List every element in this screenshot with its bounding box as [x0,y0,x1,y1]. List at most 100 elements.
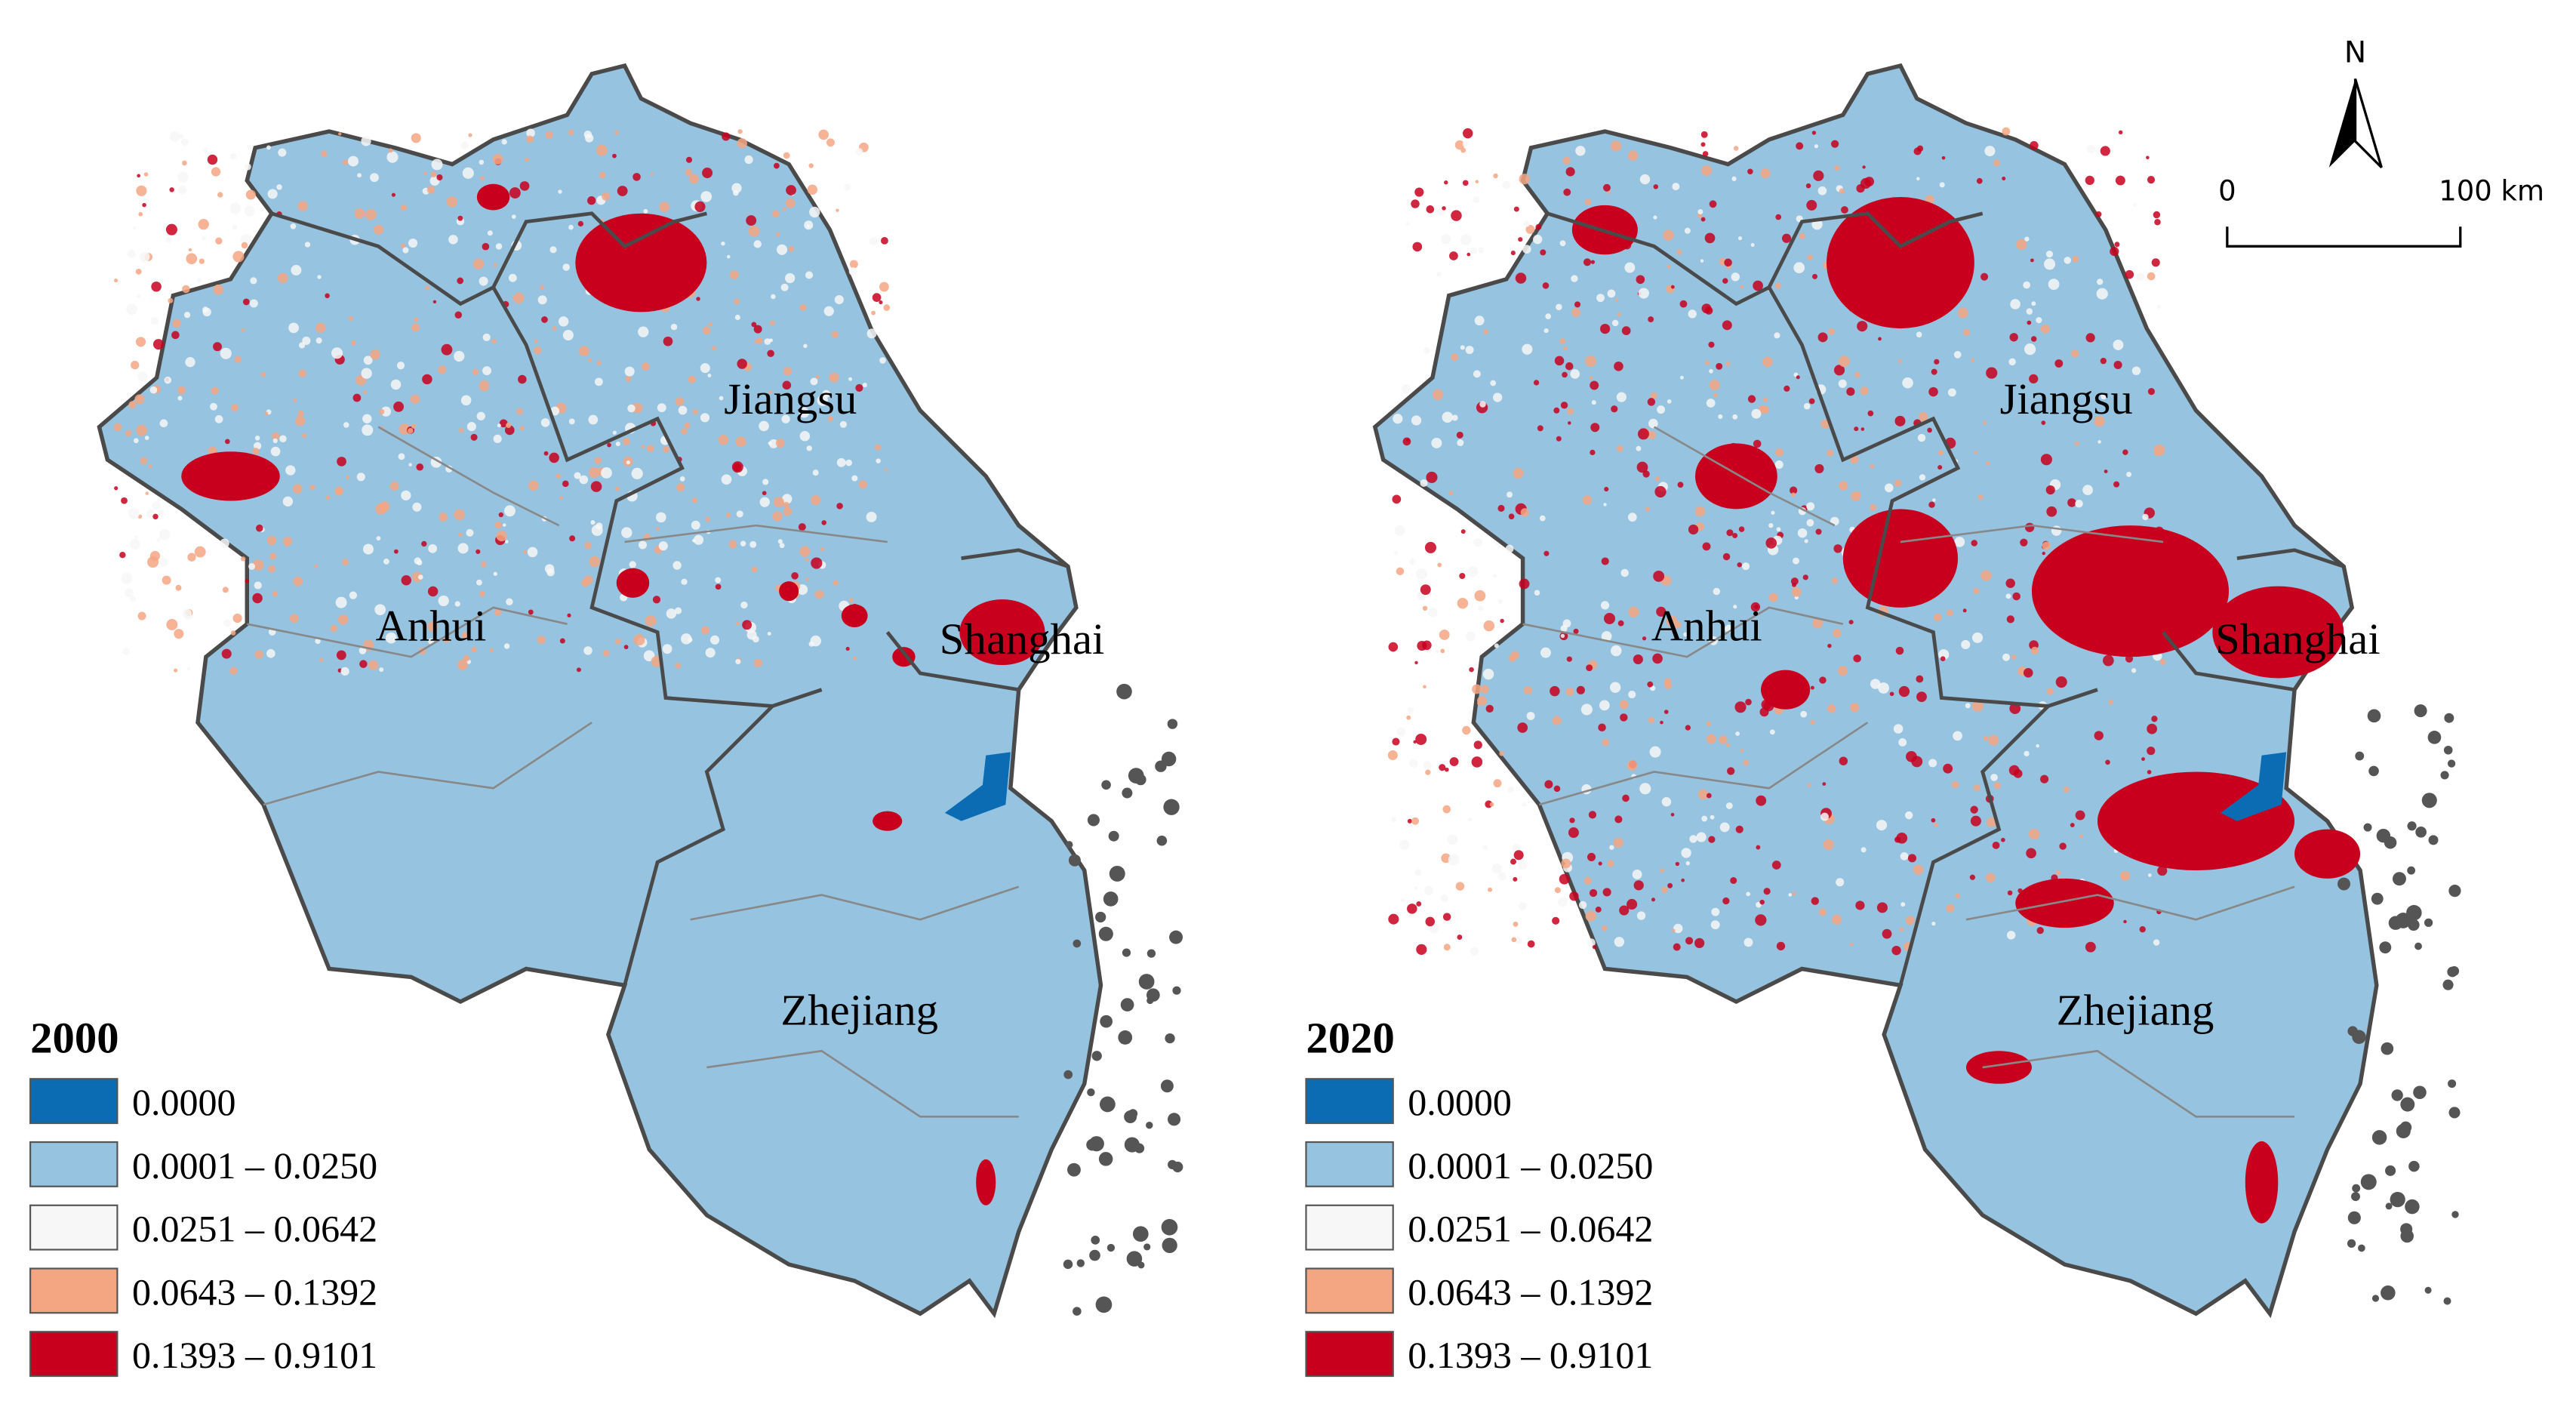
pixel-cluster [2023,281,2031,289]
pixel-cluster [1622,794,1630,802]
pixel-cluster [1617,312,1621,316]
pixel-cluster [702,326,711,335]
coast-island [2347,1239,2356,1249]
pixel-cluster [721,241,725,246]
pixel-cluster [1660,868,1664,873]
pixel-cluster [1790,486,1798,494]
pixel-cluster [487,230,493,236]
pixel-cluster [1983,735,1989,741]
coast-island [2396,1123,2411,1138]
pixel-cluster [1931,817,1936,823]
pixel-cluster [1470,247,1478,254]
coast-island [2406,904,2422,921]
pixel-cluster [505,540,509,543]
pixel-cluster [1878,337,1882,341]
pixel-cluster [753,658,762,667]
pixel-cluster [2067,498,2076,507]
pixel-cluster [1401,898,1405,903]
pixel-cluster [1436,271,1442,277]
pixel-cluster [1627,760,1638,771]
pixel-cluster [562,480,569,488]
pixel-cluster [121,572,133,584]
coast-island [1089,1249,1100,1261]
coast-island [1118,1030,1133,1045]
pixel-cluster [2054,359,2064,368]
pixel-cluster [1934,823,1939,827]
pixel-cluster [855,148,863,155]
pixel-cluster [783,501,789,508]
water-body [944,752,1011,821]
pixel-cluster [1670,812,1675,817]
urban-area [575,213,707,313]
pixel-cluster [1475,180,1479,183]
pixel-cluster [1435,649,1439,654]
pixel-cluster [1971,700,1984,712]
pixel-cluster [2104,470,2108,473]
pixel-cluster [460,141,469,149]
pixel-cluster [2113,340,2124,350]
pixel-cluster [539,285,545,290]
coast-island [2400,1097,2415,1112]
pixel-cluster [1916,331,1922,338]
pixel-cluster [1563,346,1568,351]
coast-island [2407,866,2416,875]
pixel-cluster [134,535,138,539]
pixel-cluster [1423,347,1430,354]
pixel-cluster [127,249,136,258]
pixel-cluster [1666,615,1678,627]
pixel-cluster [694,201,706,212]
pixel-cluster [552,325,557,331]
pixel-cluster [1784,385,1790,392]
pixel-cluster [295,416,306,426]
pixel-cluster [1679,300,1688,308]
pixel-cluster [1878,682,1890,694]
pixel-cluster [1628,606,1639,617]
pixel-cluster [1788,893,1793,897]
pixel-cluster [558,316,569,327]
pixel-cluster [1439,764,1446,771]
pixel-cluster [1891,945,1901,956]
pixel-cluster [249,299,258,308]
pixel-cluster [663,446,669,454]
pixel-cluster [278,148,287,157]
pixel-cluster [267,189,278,199]
pixel-cluster [1637,428,1649,440]
pixel-cluster [1709,368,1713,374]
pixel-cluster [386,151,399,163]
pixel-cluster [378,408,385,415]
pixel-cluster [1518,901,1527,910]
pixel-cluster [1990,774,1998,781]
pixel-cluster [1460,345,1465,350]
pixel-cluster [523,550,528,554]
pixel-cluster [646,445,654,452]
pixel-cluster [1685,725,1691,731]
pixel-cluster [119,552,126,559]
pixel-cluster [1467,566,1479,577]
pixel-cluster [1412,242,1423,252]
pixel-cluster [1751,408,1762,419]
pixel-cluster [472,258,485,269]
pixel-cluster [1467,817,1473,822]
pixel-cluster [1457,934,1463,940]
pixel-cluster [186,253,198,265]
pixel-cluster [1919,474,1926,481]
pixel-cluster [1722,897,1730,905]
pixel-cluster [2045,251,2054,258]
urban-area [1842,509,1959,608]
pixel-cluster [1719,822,1730,833]
pixel-cluster [272,432,280,440]
pixel-cluster [466,528,474,537]
legend-swatch [29,1267,118,1314]
pixel-cluster [806,445,812,451]
pixel-cluster [2159,658,2166,665]
pixel-cluster [1507,491,1513,498]
pixel-cluster [1853,654,1861,663]
pixel-cluster [266,145,271,150]
pixel-cluster [1601,631,1612,642]
pixel-cluster [2048,279,2060,291]
pixel-cluster [113,423,122,432]
pixel-cluster [602,192,611,201]
pixel-cluster [315,337,322,344]
pixel-cluster [1980,570,1992,581]
pixel-cluster [1469,667,1474,673]
